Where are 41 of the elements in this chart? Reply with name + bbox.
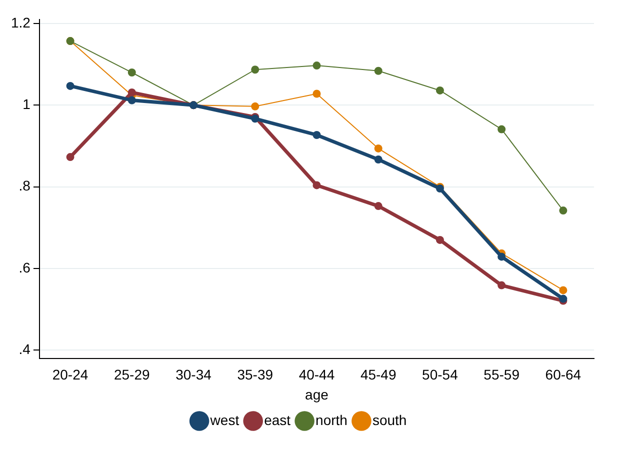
point	[251, 102, 260, 110]
point	[128, 96, 136, 104]
point	[374, 155, 382, 164]
point	[251, 66, 260, 74]
point	[312, 181, 321, 190]
legend-label: west	[209, 412, 240, 428]
legend-label: east	[264, 412, 291, 428]
point	[374, 66, 382, 75]
point	[559, 206, 568, 215]
point	[312, 90, 321, 98]
point	[498, 252, 506, 261]
point	[66, 82, 74, 90]
point	[559, 286, 568, 294]
x-tick-label: 30-34	[176, 366, 212, 383]
point	[66, 153, 74, 162]
point	[374, 144, 382, 152]
point	[436, 236, 444, 244]
point	[436, 86, 444, 94]
x-tick-label: 25-29	[114, 366, 150, 383]
point	[374, 202, 382, 210]
legend-label: south	[372, 412, 407, 428]
x-tick-label: 60-64	[545, 366, 582, 383]
point	[498, 125, 506, 134]
x-tick-label: 40-44	[298, 366, 335, 383]
x-tick-label: 35-39	[237, 366, 274, 383]
x-axis-title: age	[305, 386, 329, 402]
point	[312, 62, 321, 70]
x-tick-label: 20-24	[52, 366, 88, 383]
point	[498, 281, 506, 290]
x-tick-label: 45-49	[360, 366, 396, 383]
y-tick-label: .6	[18, 259, 31, 276]
y-tick-label: .4	[18, 341, 31, 358]
legend-label: north	[316, 412, 348, 428]
y-tick-label: .8	[18, 178, 31, 194]
point	[128, 68, 136, 76]
x-tick-label: 55-59	[484, 366, 520, 383]
y-tick-label: 1	[22, 96, 31, 112]
y-tick-label: 1.2	[10, 14, 31, 30]
point	[312, 130, 321, 139]
point	[128, 88, 136, 97]
x-tick-label: 50-54	[422, 366, 458, 383]
